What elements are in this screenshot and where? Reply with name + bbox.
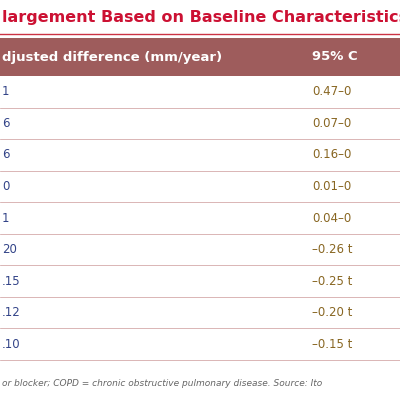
Text: .10: .10: [2, 338, 21, 351]
Text: 0.04–0: 0.04–0: [312, 212, 351, 224]
Text: .15: .15: [2, 275, 21, 288]
Text: 0.16–0: 0.16–0: [312, 148, 351, 161]
Text: 6: 6: [2, 117, 10, 130]
Text: 6: 6: [2, 148, 10, 161]
Text: –0.20 t: –0.20 t: [312, 306, 352, 319]
Text: –0.26 t: –0.26 t: [312, 243, 352, 256]
Text: or blocker; COPD = chronic obstructive pulmonary disease. Source: Ito: or blocker; COPD = chronic obstructive p…: [2, 379, 322, 388]
Bar: [0, 38, 400, 76]
Text: 0.01–0: 0.01–0: [312, 180, 351, 193]
Text: 0.07–0: 0.07–0: [312, 117, 351, 130]
Text: largement Based on Baseline Characteristics: largement Based on Baseline Characterist…: [2, 10, 400, 25]
Text: –0.25 t: –0.25 t: [312, 275, 352, 288]
Text: .12: .12: [2, 306, 21, 319]
Text: 20: 20: [2, 243, 17, 256]
Text: –0.15 t: –0.15 t: [312, 338, 352, 351]
Text: 1: 1: [2, 85, 10, 98]
Text: 0: 0: [2, 180, 9, 193]
Text: 1: 1: [2, 212, 10, 224]
Text: djusted difference (mm/year): djusted difference (mm/year): [2, 50, 222, 64]
Text: 95% C: 95% C: [312, 50, 358, 64]
Text: 0.47–0: 0.47–0: [312, 85, 351, 98]
